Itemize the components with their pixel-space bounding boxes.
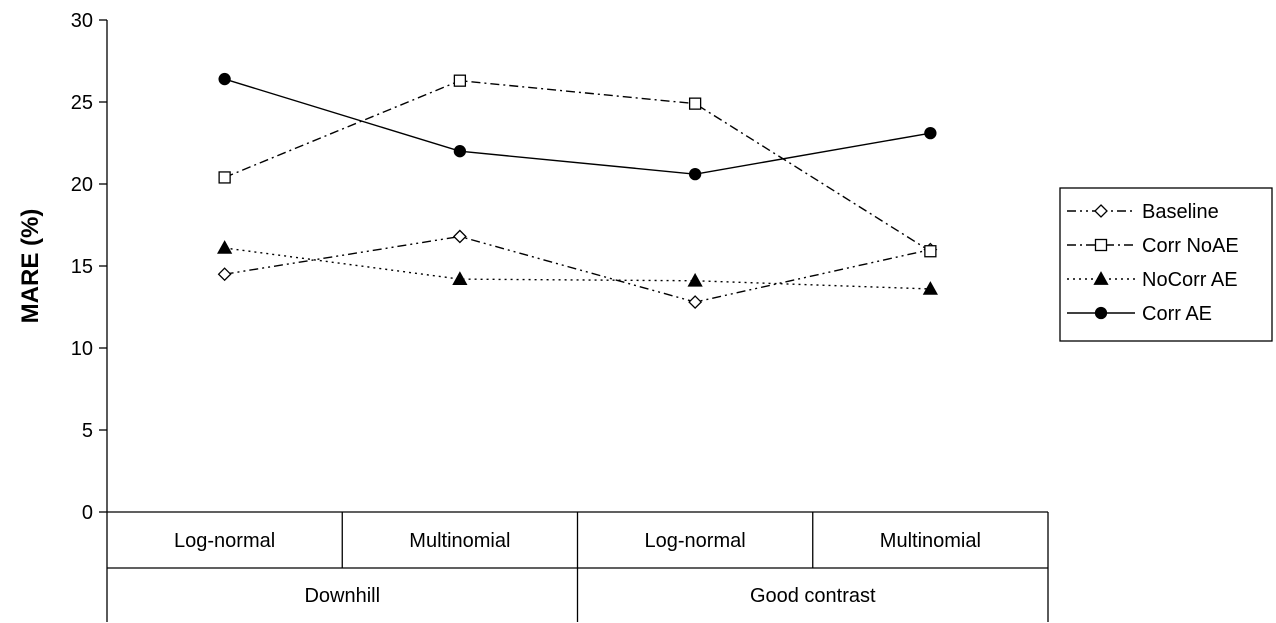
data-point	[217, 240, 233, 254]
x-category-label: Log-normal	[174, 530, 275, 552]
legend: Baseline Corr NoAE NoCorr AE Corr AE	[1059, 187, 1273, 342]
series-line	[224, 235, 931, 303]
x-group-label: Downhill	[304, 585, 380, 607]
legend-label: Corr NoAE	[1142, 235, 1239, 257]
legend-marker	[1094, 306, 1108, 320]
axes-group: 0 5 10 15 20 25 30 MARE (%) Log-normal Multinomia…	[17, 10, 1049, 622]
legend-marker	[1094, 204, 1108, 218]
series-line	[224, 247, 931, 290]
legend-marker	[1093, 271, 1109, 285]
data-point	[687, 272, 703, 287]
data-point	[452, 229, 467, 244]
y-tick-label: 20	[71, 174, 93, 196]
legend-label: NoCorr AE	[1142, 269, 1238, 291]
y-tick-label: 15	[71, 256, 93, 278]
data-point	[688, 295, 703, 309]
data-point	[924, 245, 937, 258]
y-tick-label: 30	[71, 10, 93, 32]
series-group	[217, 72, 938, 309]
x-category-label: Multinomial	[880, 530, 981, 552]
data-point	[452, 271, 468, 285]
data-point	[922, 281, 938, 295]
data-point	[688, 97, 702, 110]
legend-box	[1059, 187, 1273, 342]
x-category-label: Multinomial	[409, 530, 510, 552]
legend-label: Baseline	[1142, 201, 1219, 223]
data-point	[924, 127, 937, 140]
y-tick-label: 10	[71, 338, 93, 360]
data-point	[217, 267, 232, 282]
data-point	[453, 145, 467, 158]
series-line	[224, 78, 931, 175]
data-point	[688, 168, 702, 181]
data-point	[218, 72, 231, 86]
x-category-label: Log-normal	[645, 530, 746, 552]
legend-marker	[1094, 238, 1108, 252]
series-line	[224, 79, 931, 252]
y-tick-label: 0	[82, 502, 93, 524]
y-axis-title: MARE (%)	[17, 209, 44, 324]
x-group-label: Good contrast	[750, 585, 876, 607]
y-tick-label: 5	[82, 420, 93, 442]
y-tick-label: 25	[71, 92, 93, 114]
legend-label: Corr AE	[1142, 303, 1212, 325]
data-point	[218, 171, 231, 184]
data-point	[453, 74, 467, 87]
